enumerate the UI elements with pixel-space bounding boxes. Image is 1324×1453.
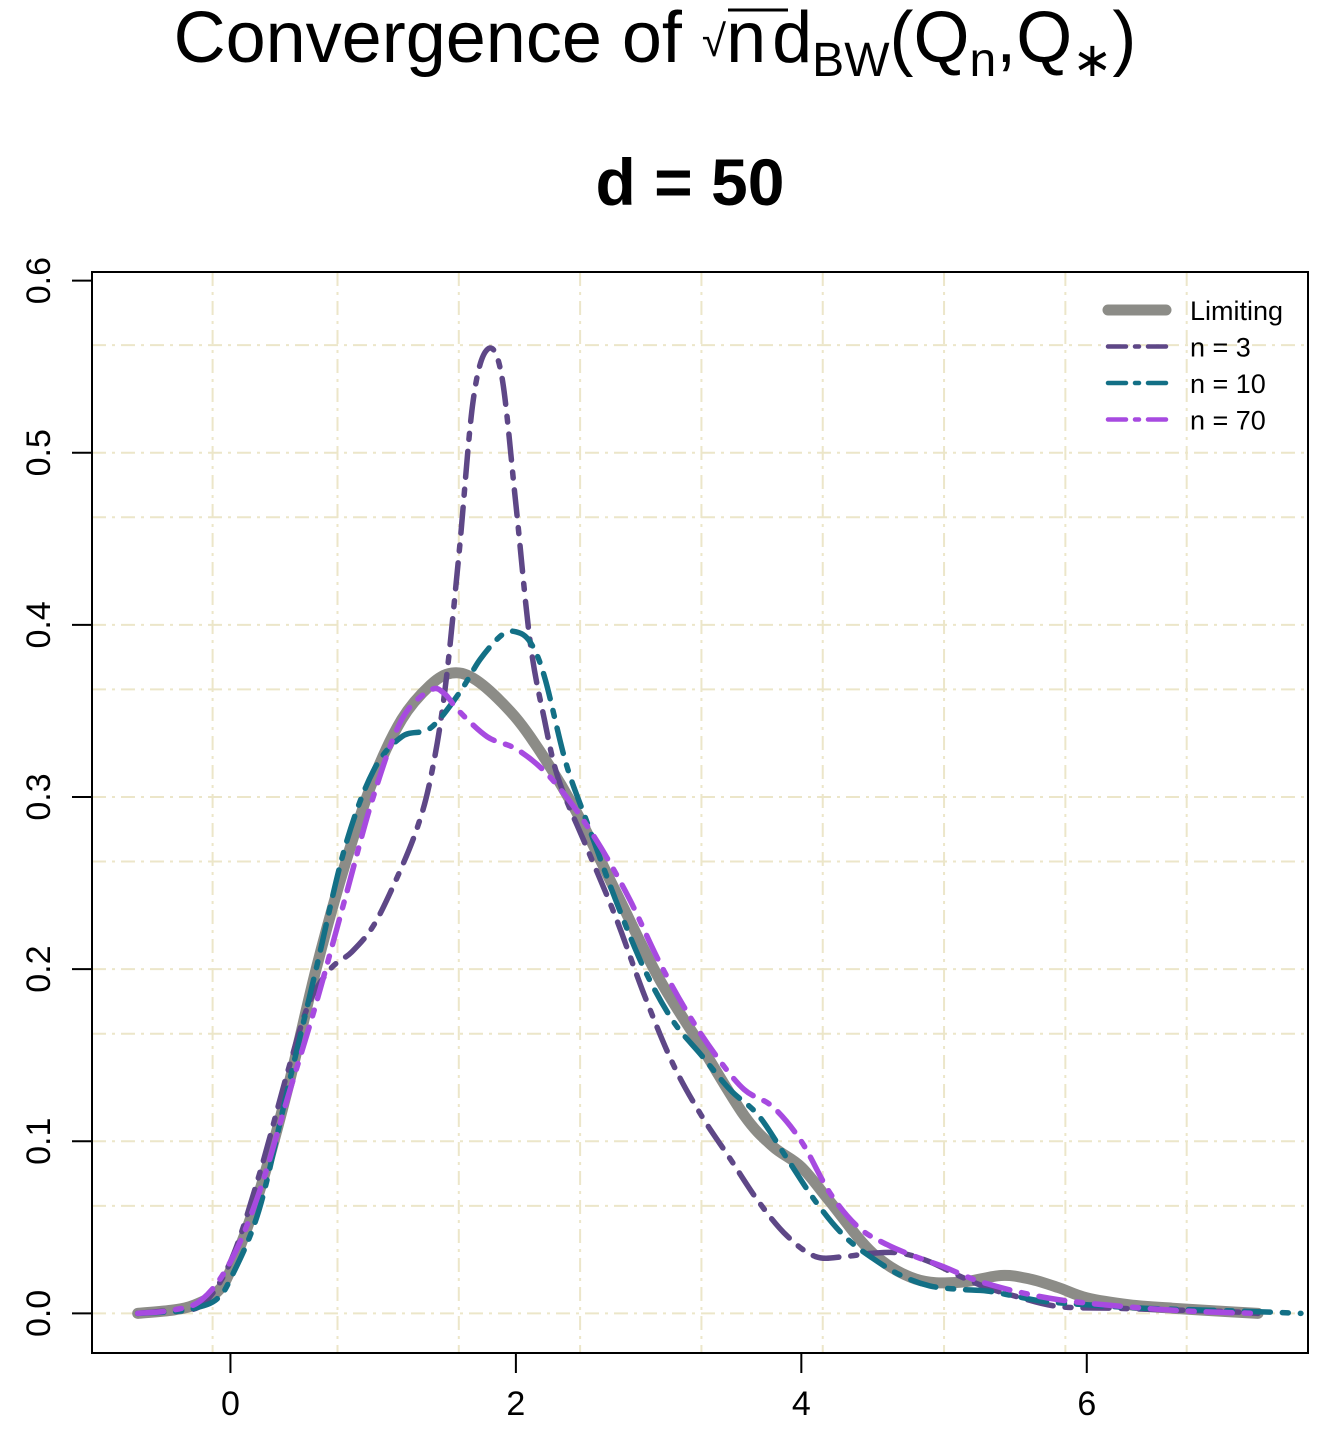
y-tick-label-5: 0.5 — [20, 429, 58, 476]
sqrt-radicand: n — [726, 0, 766, 78]
q1-subscript: n — [969, 34, 996, 87]
distance-subscript: BW — [812, 34, 890, 87]
x-tick-label-3: 6 — [1077, 1385, 1096, 1423]
y-tick-label-4: 0.4 — [20, 601, 58, 648]
series-line-1 — [134, 345, 1261, 1317]
grid — [92, 272, 1308, 1353]
legend: Limiting n = 3 n = 10 n = 70 — [1102, 296, 1283, 436]
distance-symbol: d — [772, 0, 812, 78]
title-open: (Q — [890, 0, 970, 78]
legend-label-3: n = 70 — [1190, 406, 1266, 436]
y-tick-label-2: 0.2 — [20, 946, 58, 993]
series-line-3 — [134, 685, 1261, 1317]
series-layer — [132, 345, 1304, 1319]
x-tick-label-1: 2 — [506, 1385, 525, 1423]
y-tick-label-6: 0.6 — [20, 257, 58, 304]
legend-label-2: n = 10 — [1190, 369, 1266, 399]
legend-label-1: n = 3 — [1190, 333, 1251, 363]
chart-subtitle: d = 50 — [596, 145, 785, 219]
q2-subscript: ∗ — [1072, 34, 1112, 87]
x-tick-label-2: 4 — [792, 1385, 811, 1423]
y-tick-label-0: 0.0 — [20, 1290, 58, 1337]
title-comma: ,Q — [996, 0, 1072, 78]
sqrt-symbol: √ — [702, 17, 727, 66]
title-prefix: Convergence of — [174, 0, 702, 78]
chart-title: Convergence of √ndBW(Qn,Q∗) — [174, 0, 1137, 87]
x-tick-label-0: 0 — [221, 1385, 240, 1423]
legend-label-0: Limiting — [1190, 296, 1283, 326]
x-axis: 0 2 4 6 — [221, 1352, 1096, 1423]
y-axis: 0.0 0.1 0.2 0.3 0.4 0.5 0.6 — [20, 257, 93, 1337]
series-line-0 — [132, 667, 1264, 1319]
title-close: ) — [1112, 0, 1136, 78]
plot-frame — [91, 271, 1309, 1354]
y-tick-label-1: 0.1 — [20, 1118, 58, 1165]
y-tick-label-3: 0.3 — [20, 773, 58, 820]
